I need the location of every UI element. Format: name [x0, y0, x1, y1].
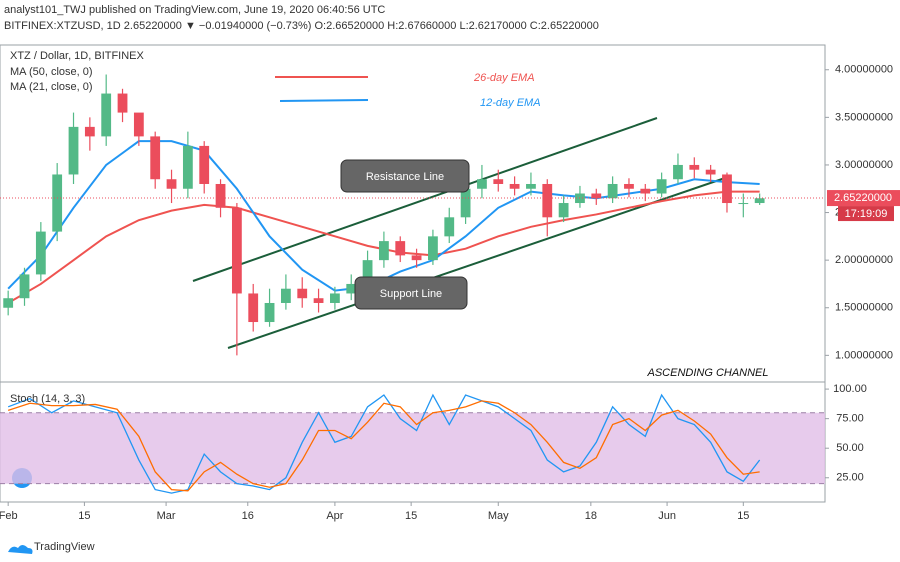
- candle-body: [624, 183, 634, 189]
- stoch-line: [7, 393, 761, 494]
- last-price-label: 2.65220000: [834, 192, 892, 204]
- y-tick-label: 4.00000000: [835, 64, 893, 76]
- x-tick-label: Jun: [658, 510, 676, 522]
- candle-body: [542, 183, 553, 218]
- candle-body: [493, 179, 504, 184]
- x-tick-label: Apr: [326, 510, 343, 522]
- candle-body: [526, 183, 536, 189]
- candle-body: [346, 283, 357, 294]
- stoch-tick-label: 50.00: [836, 442, 864, 454]
- candle-body: [509, 183, 520, 189]
- support-line: [227, 177, 726, 349]
- candle-body: [558, 203, 569, 218]
- candle-body: [591, 193, 602, 199]
- x-tick-label: 15: [78, 510, 90, 522]
- candle-body: [68, 126, 79, 175]
- stoch-tick-label: 100.00: [833, 383, 867, 395]
- annotation: ASCENDING CHANNEL: [646, 367, 768, 379]
- x-tick-label: 15: [737, 510, 749, 522]
- candle-body: [35, 231, 46, 275]
- annotation: 26-day EMA: [473, 72, 535, 84]
- candle-body: [705, 169, 716, 175]
- annotation: Resistance Line: [366, 171, 444, 183]
- candle-body: [166, 179, 177, 189]
- x-tick-label: 16: [242, 510, 254, 522]
- candle-body: [264, 302, 275, 323]
- candle-body: [280, 288, 291, 303]
- footer-logo: [8, 545, 33, 554]
- candle-body: [460, 188, 471, 218]
- candle-body: [52, 174, 63, 232]
- candle-body: [428, 236, 438, 261]
- candle-body: [3, 298, 14, 308]
- candle-body: [182, 145, 193, 189]
- candle-body: [84, 126, 95, 137]
- stoch-line: [7, 400, 760, 492]
- candle-body: [444, 217, 455, 237]
- footer-text: TradingView: [34, 541, 95, 553]
- pane-border: [0, 44, 826, 503]
- candle-body: [362, 260, 373, 284]
- legend-entry: MA (50, close, 0): [10, 66, 93, 78]
- candle-body: [133, 112, 144, 137]
- candle-body: [656, 179, 667, 194]
- candle-body: [477, 179, 487, 189]
- stoch-title: Stoch (14, 3, 3): [10, 393, 85, 405]
- callout-box: [354, 276, 468, 310]
- resistance-line: [192, 117, 658, 282]
- x-tick-label: Feb: [0, 510, 18, 522]
- annotation: 12-day EMA: [480, 97, 541, 109]
- candle-body: [19, 274, 30, 299]
- candle-body: [330, 293, 340, 303]
- stoch-tick-label: 75.00: [836, 413, 864, 425]
- y-tick-label: 1.00000000: [835, 349, 893, 361]
- candle-body: [231, 207, 242, 294]
- publish-line: analyst101_TWJ published on TradingView.…: [4, 4, 385, 16]
- candle-body: [640, 188, 651, 194]
- candle-body: [411, 255, 422, 261]
- annotation: Support Line: [380, 288, 442, 300]
- candle-body: [738, 203, 749, 205]
- legend-entry: MA (21, close, 0): [10, 81, 93, 93]
- x-tick-label: 18: [585, 510, 597, 522]
- candle-body: [754, 198, 765, 204]
- candle-body: [215, 183, 226, 208]
- candle-body: [297, 288, 308, 299]
- x-tick-label: May: [488, 510, 509, 522]
- x-tick-label: Mar: [157, 510, 176, 522]
- symbol-line: BITFINEX:XTZUSD, 1D 2.65220000 ▼ −0.0194…: [4, 20, 599, 32]
- countdown-box: [838, 206, 894, 222]
- stoch-tick-label: 25.00: [836, 472, 864, 484]
- countdown-label: 17:19:09: [845, 208, 888, 220]
- candle-body: [101, 93, 112, 137]
- candle-body: [248, 293, 259, 323]
- candle-body: [395, 241, 406, 256]
- callout-box: [340, 159, 470, 193]
- candle-body: [607, 183, 618, 199]
- candle-body: [199, 145, 210, 184]
- y-tick-label: 1.50000000: [835, 302, 893, 314]
- candle-body: [722, 174, 732, 204]
- chart-title: XTZ / Dollar, 1D, BITFINEX: [10, 50, 145, 62]
- price-axis: [826, 45, 900, 502]
- last-price-box: [827, 190, 900, 207]
- y-tick-label: 3.00000000: [835, 159, 893, 171]
- y-tick-label: 3.50000000: [835, 111, 893, 123]
- candle-body: [150, 136, 161, 180]
- candle-body: [673, 164, 683, 180]
- candle-body: [689, 164, 700, 170]
- candle-body: [379, 241, 389, 261]
- x-tick-label: 15: [405, 510, 417, 522]
- stoch-band-fill: [0, 412, 825, 484]
- candle-body: [313, 298, 324, 303]
- candle-body: [117, 93, 128, 113]
- annotation-swatch: [279, 99, 369, 102]
- y-tick-label: 2.00000000: [835, 254, 893, 266]
